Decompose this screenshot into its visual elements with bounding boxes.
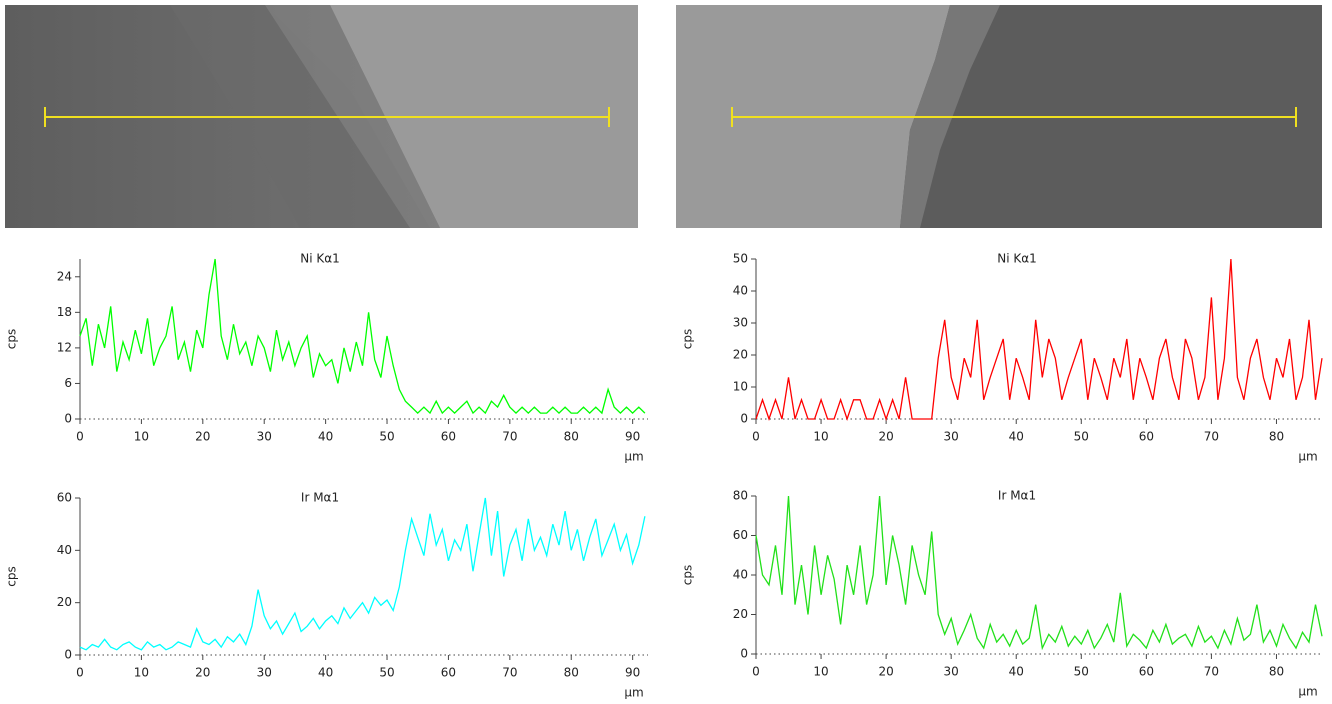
x-tick-label: 20: [195, 666, 210, 680]
chart-title: Ni Kα1: [300, 252, 340, 266]
sem-image-left: [5, 5, 638, 228]
x-tick-label: 70: [502, 666, 517, 680]
x-tick-label: 10: [813, 665, 828, 679]
y-tick-label: 60: [733, 528, 748, 542]
x-tick-label: 50: [379, 666, 394, 680]
y-tick-label: 24: [57, 269, 72, 283]
y-tick-label: 6: [64, 376, 72, 390]
x-tick-label: 40: [318, 666, 333, 680]
x-tick-label: 0: [752, 430, 760, 444]
x-tick-label: 40: [1009, 665, 1024, 679]
x-tick-label: 90: [625, 430, 640, 444]
x-tick-label: 70: [1204, 430, 1219, 444]
x-tick-label: 80: [1269, 430, 1284, 444]
y-tick-label: 60: [57, 491, 72, 505]
y-axis-label: cps: [5, 329, 19, 349]
data-line: [755, 495, 1323, 651]
data-line: [755, 258, 1323, 422]
x-tick-label: 50: [1074, 665, 1089, 679]
chart-title: Ir Mα1: [301, 491, 339, 505]
x-tick-label: 60: [1139, 430, 1154, 444]
y-tick-label: 40: [733, 284, 748, 298]
x-tick-label: 40: [1009, 430, 1024, 444]
y-tick-label: 80: [733, 489, 748, 503]
y-tick-label: 50: [733, 252, 748, 266]
sem-image-right: [676, 5, 1322, 228]
x-tick-label: 80: [564, 666, 579, 680]
y-tick-label: 0: [740, 647, 748, 661]
chart-title: Ni Kα1: [997, 252, 1037, 266]
x-tick-label: 0: [752, 665, 760, 679]
x-tick-label: 20: [195, 430, 210, 444]
x-tick-label: 60: [1139, 665, 1154, 679]
y-axis-label: cps: [681, 565, 695, 585]
x-tick-label: 20: [878, 430, 893, 444]
x-axis-label: µm: [624, 450, 643, 464]
x-tick-label: 70: [502, 430, 517, 444]
y-tick-label: 12: [57, 340, 72, 354]
x-tick-label: 30: [257, 430, 272, 444]
x-axis-label: µm: [1298, 450, 1317, 464]
x-tick-label: 60: [441, 430, 456, 444]
chart-title: Ir Mα1: [998, 489, 1036, 503]
y-tick-label: 20: [733, 348, 748, 362]
x-tick-label: 60: [441, 666, 456, 680]
x-tick-label: 90: [625, 666, 640, 680]
x-tick-label: 80: [1269, 665, 1284, 679]
x-tick-label: 10: [134, 666, 149, 680]
y-tick-label: 0: [64, 412, 72, 426]
y-tick-label: 0: [740, 412, 748, 426]
y-tick-label: 40: [733, 568, 748, 582]
x-axis-label: µm: [624, 686, 643, 700]
y-tick-label: 10: [733, 380, 748, 394]
x-tick-label: 30: [944, 665, 959, 679]
x-tick-label: 50: [1074, 430, 1089, 444]
y-tick-label: 18: [57, 305, 72, 319]
x-tick-label: 10: [813, 430, 828, 444]
x-tick-label: 70: [1204, 665, 1219, 679]
y-tick-label: 30: [733, 316, 748, 330]
x-tick-label: 30: [257, 666, 272, 680]
y-tick-label: 20: [57, 595, 72, 609]
y-tick-label: 20: [733, 607, 748, 621]
data-line: [79, 258, 646, 415]
x-tick-label: 10: [134, 430, 149, 444]
x-tick-label: 30: [944, 430, 959, 444]
y-axis-label: cps: [5, 566, 19, 586]
y-tick-label: 40: [57, 543, 72, 557]
x-tick-label: 80: [564, 430, 579, 444]
x-axis-label: µm: [1298, 685, 1317, 699]
x-tick-label: 50: [379, 430, 394, 444]
y-tick-label: 0: [64, 648, 72, 662]
x-tick-label: 20: [878, 665, 893, 679]
data-line: [79, 497, 646, 651]
x-tick-label: 0: [76, 430, 84, 444]
y-axis-label: cps: [681, 329, 695, 349]
x-tick-label: 40: [318, 430, 333, 444]
x-tick-label: 0: [76, 666, 84, 680]
